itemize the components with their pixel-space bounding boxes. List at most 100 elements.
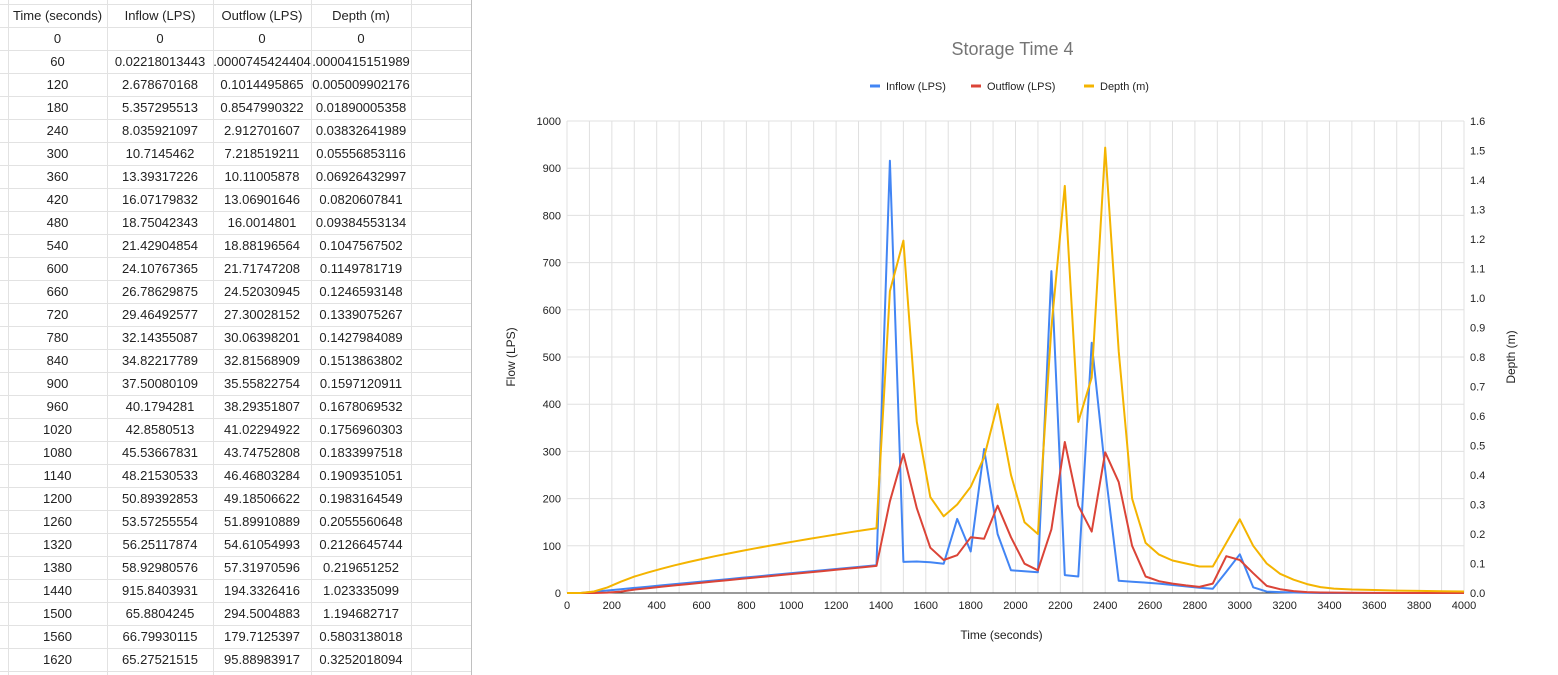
data-cell[interactable]: 179.7125397 (224, 629, 300, 644)
data-cell[interactable]: 194.3326416 (224, 583, 300, 598)
data-cell[interactable]: 0 (357, 31, 365, 46)
data-cell[interactable]: 0.1909351051 (319, 468, 403, 483)
data-cell[interactable]: 13.39317226 (122, 169, 198, 184)
data-cell[interactable]: 10.11005878 (224, 169, 300, 184)
data-cell[interactable]: 57.31970596 (224, 560, 300, 575)
data-cell[interactable]: 0.005009902176 (312, 77, 410, 92)
data-cell[interactable]: 0.3252018094 (319, 652, 403, 667)
data-cell[interactable]: 41.02294922 (224, 422, 300, 437)
data-cell[interactable]: 660 (46, 284, 69, 299)
data-cell[interactable]: 38.29351807 (224, 399, 300, 414)
data-cell[interactable]: 34.82217789 (122, 353, 198, 368)
data-cell[interactable]: 56.25117874 (122, 537, 198, 552)
data-cell[interactable]: 0.8547990322 (220, 100, 304, 115)
data-cell[interactable]: 35.55822754 (224, 376, 300, 391)
data-cell[interactable]: 0.1047567502 (319, 238, 403, 253)
data-cell[interactable]: 48.21530533 (122, 468, 198, 483)
data-cell[interactable]: 21.71747208 (224, 261, 300, 276)
data-cell[interactable]: 54.61054993 (224, 537, 300, 552)
data-cell[interactable]: 65.27521515 (122, 652, 198, 667)
data-cell[interactable]: 600 (46, 261, 69, 276)
data-cell[interactable]: 53.57255554 (122, 514, 198, 529)
data-cell[interactable]: 49.18506622 (224, 491, 300, 506)
data-cell[interactable]: 2.678670168 (122, 77, 198, 92)
data-cell[interactable]: 43.74752808 (224, 445, 300, 460)
data-cell[interactable]: 13.06901646 (224, 192, 300, 207)
data-cell[interactable]: 58.92980576 (122, 560, 198, 575)
data-cell[interactable]: 1.023335099 (323, 583, 399, 598)
data-cell[interactable]: 66.79930115 (122, 629, 198, 644)
data-cell[interactable]: .0000415151989 (312, 54, 410, 69)
data-cell[interactable]: 1560 (43, 629, 72, 644)
data-cell[interactable]: 27.30028152 (224, 307, 300, 322)
data-cell[interactable]: 18.88196564 (224, 238, 300, 253)
data-cell[interactable]: 8.035921097 (122, 123, 198, 138)
data-cell[interactable]: 40.1794281 (125, 399, 195, 414)
data-cell[interactable]: 51.89910889 (224, 514, 300, 529)
chart-panel[interactable]: 0 100 200 300 400 500 600 700 800 900 1000 0.0 0.1 0.… (472, 0, 1558, 675)
data-cell[interactable]: 180 (46, 100, 69, 115)
data-cell[interactable]: 16.0014801 (227, 215, 297, 230)
data-cell[interactable]: 24.10767365 (122, 261, 198, 276)
data-cell[interactable]: 32.14355087 (122, 330, 198, 345)
data-cell[interactable]: 294.5004883 (224, 606, 300, 621)
data-cell[interactable]: 1260 (43, 514, 72, 529)
data-cell[interactable]: 1620 (43, 652, 72, 667)
data-cell[interactable]: 0.1149781719 (319, 261, 403, 276)
data-cell[interactable]: 1320 (43, 537, 72, 552)
data-cell[interactable]: 1020 (43, 422, 72, 437)
data-cell[interactable]: 0.1756960303 (319, 422, 403, 437)
data-cell[interactable]: 300 (46, 146, 69, 161)
data-cell[interactable]: 0.1513863802 (319, 353, 403, 368)
data-cell[interactable]: 480 (46, 215, 69, 230)
header-cell[interactable]: Time (seconds) (12, 8, 103, 23)
data-cell[interactable]: 0.05556853116 (316, 146, 406, 161)
data-cell[interactable]: 900 (46, 376, 69, 391)
data-cell[interactable]: 1140 (43, 468, 72, 483)
data-cell[interactable]: 780 (46, 330, 69, 345)
data-cell[interactable]: 0 (53, 31, 62, 46)
data-cell[interactable]: 45.53667831 (122, 445, 198, 460)
data-cell[interactable]: 1080 (43, 445, 72, 460)
data-cell[interactable]: 0.1014495865 (220, 77, 304, 92)
data-cell[interactable]: 0.1246593148 (319, 284, 403, 299)
data-cell[interactable]: 120 (46, 77, 69, 92)
data-cell[interactable]: 240 (46, 123, 69, 138)
data-cell[interactable]: 0.219651252 (323, 560, 399, 575)
data-cell[interactable]: .0000745424404 (213, 54, 311, 69)
data-cell[interactable]: 420 (46, 192, 69, 207)
data-cell[interactable]: 0.03832641989 (315, 123, 407, 138)
data-cell[interactable]: 360 (46, 169, 69, 184)
data-cell[interactable]: 1380 (43, 560, 72, 575)
data-cell[interactable]: 18.75042343 (122, 215, 198, 230)
data-cell[interactable]: 42.8580513 (125, 422, 195, 437)
data-cell[interactable]: 915.8403931 (122, 583, 198, 598)
data-cell[interactable]: 0 (258, 31, 266, 46)
data-cell[interactable]: 0.1833997518 (319, 445, 403, 460)
data-cell[interactable]: 95.88983917 (224, 652, 300, 667)
data-cell[interactable]: 0.1427984089 (319, 330, 403, 345)
data-cell[interactable]: 720 (46, 307, 69, 322)
data-cell[interactable]: 0.06926432997 (315, 169, 407, 184)
data-cell[interactable]: 65.8804245 (125, 606, 195, 621)
data-cell[interactable]: 0.2126645744 (319, 537, 403, 552)
data-cell[interactable]: 960 (46, 399, 69, 414)
data-cell[interactable]: 0 (156, 31, 164, 46)
data-cell[interactable]: 37.50080109 (122, 376, 198, 391)
data-cell[interactable]: 0.1678069532 (319, 399, 403, 414)
data-cell[interactable]: 840 (46, 353, 69, 368)
data-cell[interactable]: 21.42904854 (122, 238, 198, 253)
data-cell[interactable]: 1200 (43, 491, 72, 506)
data-cell[interactable]: 16.07179832 (122, 192, 198, 207)
data-cell[interactable]: 30.06398201 (224, 330, 300, 345)
data-cell[interactable]: 50.89392853 (122, 491, 198, 506)
data-cell[interactable]: 540 (46, 238, 69, 253)
data-cell[interactable]: 46.46803284 (224, 468, 300, 483)
data-cell[interactable]: 1500 (43, 606, 72, 621)
data-cell[interactable]: 0.0820607841 (319, 192, 403, 207)
data-cell[interactable]: 7.218519211 (224, 146, 300, 161)
data-cell[interactable]: 0.1339075267 (319, 307, 403, 322)
data-cell[interactable]: 1.194682717 (323, 606, 399, 621)
data-cell[interactable]: 0.09384553134 (315, 215, 407, 230)
data-cell[interactable]: 1440 (43, 583, 72, 598)
